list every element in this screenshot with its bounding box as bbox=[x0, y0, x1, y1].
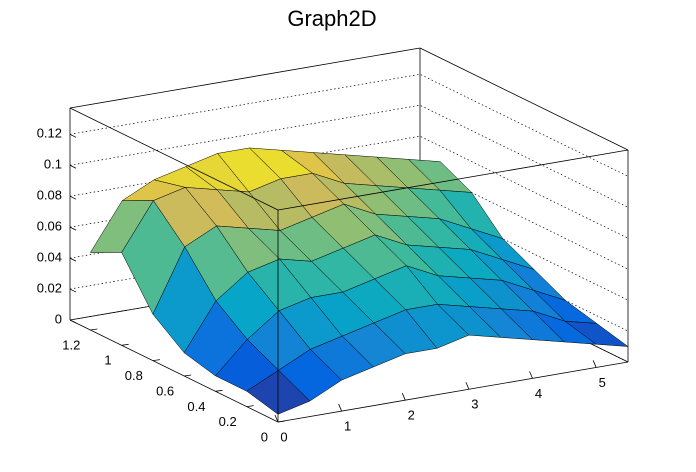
x-tick bbox=[401, 393, 406, 401]
box-edge bbox=[69, 107, 279, 211]
z-tick-label: 0.12 bbox=[37, 126, 62, 141]
x-tick-label: 3 bbox=[471, 397, 478, 412]
z-tick-label: 0.02 bbox=[37, 280, 62, 295]
box-edge bbox=[277, 361, 629, 423]
y-tick bbox=[215, 389, 223, 392]
y-tick-label: 0.2 bbox=[219, 414, 237, 429]
z-tick-label: 0.1 bbox=[44, 157, 62, 172]
x-tick bbox=[338, 403, 343, 412]
x-tick-label: 5 bbox=[599, 375, 606, 390]
x-tick-label: 2 bbox=[408, 408, 415, 423]
z-tick-label: 0.06 bbox=[37, 219, 62, 234]
z-tick bbox=[69, 133, 77, 138]
y-tick-label: 0 bbox=[261, 429, 268, 444]
y-tick bbox=[90, 328, 98, 331]
z-tick-label: 0.04 bbox=[37, 250, 62, 265]
x-tick-label: 1 bbox=[344, 419, 351, 434]
z-tick bbox=[69, 288, 77, 293]
box-edge bbox=[69, 47, 421, 109]
y-tick bbox=[246, 405, 254, 408]
x-tick bbox=[529, 371, 533, 379]
z-tick-label: 0.08 bbox=[37, 188, 62, 203]
x-tick bbox=[465, 382, 470, 390]
y-tick-label: 1 bbox=[104, 353, 111, 368]
y-tick-label: 1.2 bbox=[62, 337, 80, 352]
y-tick-label: 0.8 bbox=[125, 368, 143, 383]
x-tick-label: 4 bbox=[535, 386, 542, 401]
y-tick bbox=[121, 343, 129, 346]
chart-title: Graph2D bbox=[287, 6, 376, 31]
x-tick bbox=[274, 414, 279, 423]
y-tick bbox=[152, 359, 160, 362]
box-edge bbox=[277, 149, 629, 211]
box-edge bbox=[419, 47, 629, 151]
z-tick bbox=[69, 257, 77, 262]
y-tick bbox=[277, 420, 286, 423]
y-tick-label: 0.4 bbox=[187, 399, 205, 414]
z-tick-label: 0 bbox=[55, 311, 62, 326]
x-tick bbox=[592, 360, 597, 368]
x-tick-label: 0 bbox=[280, 429, 287, 444]
z-tick bbox=[69, 164, 77, 169]
box-edge bbox=[69, 319, 279, 423]
z-tick bbox=[69, 195, 77, 200]
y-tick bbox=[184, 374, 192, 377]
z-tick bbox=[69, 226, 77, 231]
y-tick-label: 0.6 bbox=[156, 383, 174, 398]
